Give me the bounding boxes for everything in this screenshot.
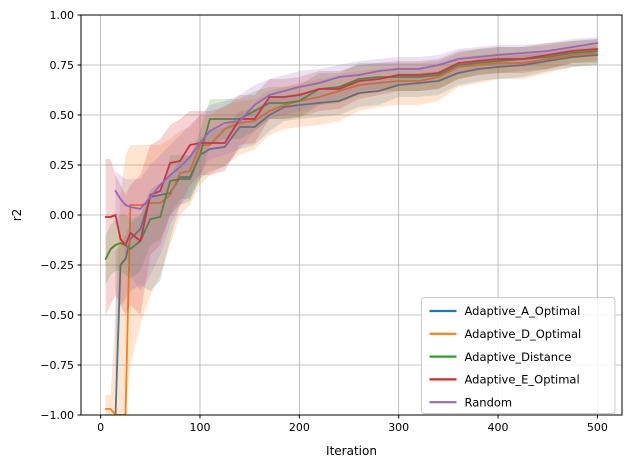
x-tick-label: 300 — [388, 421, 409, 434]
legend-label-Random: Random — [465, 395, 513, 409]
x-tick-label: 100 — [189, 421, 210, 434]
grid — [81, 14, 622, 416]
axes-ticks: 0 100 200 300 400 500 −1.00 −0.75 −0.50 −0.25 0.00… — [40, 9, 608, 434]
y-tick-label: −1.00 — [40, 409, 74, 422]
y-tick-label: 0.00 — [50, 209, 75, 222]
band-Random — [115, 37, 598, 291]
legend-label-Adaptive_D_Optimal: Adaptive_D_Optimal — [465, 327, 582, 341]
y-tick-label: 0.50 — [50, 109, 75, 122]
series-line-Adaptive_D_Optimal — [104, 52, 599, 415]
y-tick-label: 0.25 — [50, 159, 75, 172]
band-Adaptive_E_Optimal — [105, 39, 598, 315]
y-tick-label: −0.25 — [40, 259, 74, 272]
x-tick-label: 400 — [488, 421, 509, 434]
legend-label-Adaptive_A_Optimal: Adaptive_A_Optimal — [465, 304, 581, 318]
series-line-Adaptive_E_Optimal — [104, 48, 599, 246]
x-tick-label: 0 — [97, 421, 104, 434]
legend-label-Adaptive_E_Optimal: Adaptive_E_Optimal — [465, 373, 580, 387]
legend: Adaptive_A_Optimal Adaptive_D_Optimal Adap… — [421, 297, 616, 414]
legend-box — [421, 297, 616, 414]
plot-area — [104, 37, 599, 415]
y-tick-label: −0.75 — [40, 359, 74, 372]
legend-label-Adaptive_Distance: Adaptive_Distance — [465, 350, 572, 364]
x-tick-label: 500 — [587, 421, 608, 434]
x-tick-label: 200 — [289, 421, 310, 434]
x-axis-label: Iteration — [326, 444, 377, 458]
series-line-Adaptive_A_Optimal — [114, 54, 599, 415]
y-tick-label: −0.50 — [40, 309, 74, 322]
series-line-Random — [114, 42, 599, 210]
y-tick-label: 0.75 — [50, 59, 75, 72]
y-axis-label: r2 — [10, 208, 24, 222]
y-tick-label: 1.00 — [50, 9, 75, 22]
band-Adaptive_Distance — [105, 39, 598, 285]
band-Adaptive_A_Optimal — [115, 47, 598, 415]
